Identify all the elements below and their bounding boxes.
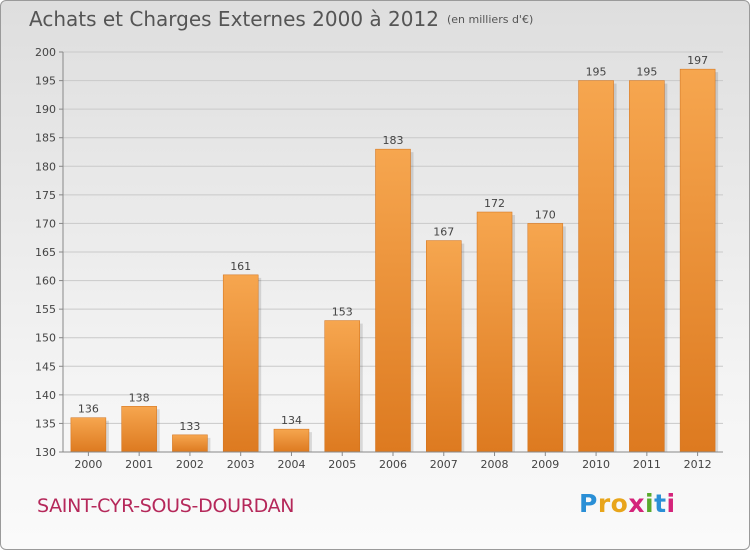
bar-2009 <box>527 223 564 453</box>
y-tick-label: 190 <box>35 103 56 116</box>
unit-subtitle: (en milliers d'€) <box>446 13 534 26</box>
logo-letter: i <box>666 489 676 518</box>
x-tick-label-2005: 2005 <box>328 458 356 471</box>
proxiti-logo: Proxiti <box>579 489 676 518</box>
y-tick-label: 160 <box>35 275 56 288</box>
y-tick-label: 175 <box>35 189 56 202</box>
axes: 130 135 140 145 150 155 160 165 170 175 180 185 190 1… <box>35 46 723 471</box>
value-label-2010: 195 <box>586 66 607 79</box>
y-tick-label: 145 <box>35 360 56 373</box>
title-text: Achats et Charges Externes 2000 à 2012 <box>29 7 439 31</box>
value-label-2002: 133 <box>179 420 200 433</box>
x-tick-label-2012: 2012 <box>684 458 712 471</box>
value-label-2001: 138 <box>129 391 150 404</box>
value-label-2008: 172 <box>484 197 505 210</box>
y-tick-label: 165 <box>35 246 56 259</box>
x-tick-label-2007: 2007 <box>430 458 458 471</box>
y-tick-label: 155 <box>35 303 56 316</box>
location-name: SAINT-CYR-SOUS-DOURDAN <box>37 495 295 517</box>
value-label-2006: 183 <box>383 134 404 147</box>
bar-2005 <box>324 320 360 453</box>
bar-2006 <box>375 148 411 453</box>
x-tick-label-2001: 2001 <box>125 458 153 471</box>
logo-letter: t <box>654 489 667 518</box>
bar-2001 <box>121 406 157 453</box>
x-tick-label-2000: 2000 <box>74 458 102 471</box>
bar-2003 <box>222 274 259 453</box>
value-label-2004: 134 <box>281 414 302 427</box>
logo-letter: r <box>597 489 611 518</box>
y-tick-label: 130 <box>35 446 56 459</box>
x-tick-label-2009: 2009 <box>531 458 559 471</box>
bar-2000 <box>70 417 107 453</box>
bar-2008 <box>476 211 513 453</box>
value-label-2005: 153 <box>332 306 353 319</box>
bars: 136 138 133 161 134 153 183 167 172 170 195 195 197 <box>70 54 719 453</box>
x-tick-label-2004: 2004 <box>277 458 305 471</box>
logo-letter: i <box>645 489 655 518</box>
y-tick-label: 185 <box>35 132 56 145</box>
x-tick-label-2008: 2008 <box>481 458 509 471</box>
bar-2011 <box>629 80 665 453</box>
chart-title: Achats et Charges Externes 2000 à 2012 (e… <box>29 7 533 31</box>
logo-letter: P <box>579 489 598 518</box>
value-label-2007: 167 <box>433 226 454 239</box>
x-tick-label-2003: 2003 <box>227 458 255 471</box>
y-tick-label: 200 <box>35 46 56 59</box>
value-label-2012: 197 <box>687 54 708 67</box>
x-tick-label-2002: 2002 <box>176 458 204 471</box>
value-label-2000: 136 <box>78 403 99 416</box>
bar-2010 <box>578 80 614 453</box>
bar-2012 <box>679 68 716 453</box>
bar-2004 <box>273 428 310 453</box>
value-label-2003: 161 <box>230 260 251 273</box>
bar-2002 <box>172 434 208 453</box>
y-tick-label: 150 <box>35 332 56 345</box>
y-tick-label: 135 <box>35 417 56 430</box>
value-label-2011: 195 <box>636 66 657 79</box>
y-tick-label: 195 <box>35 75 56 88</box>
logo-letter: o <box>610 489 629 518</box>
x-tick-label-2010: 2010 <box>582 458 610 471</box>
y-tick-label: 170 <box>35 217 56 230</box>
y-tick-label: 140 <box>35 389 56 402</box>
value-label-2009: 170 <box>535 208 556 221</box>
x-tick-label-2011: 2011 <box>633 458 661 471</box>
bar-2007 <box>426 240 462 453</box>
y-tick-label: 180 <box>35 160 56 173</box>
logo-letter: x <box>628 489 645 518</box>
x-tick-label-2006: 2006 <box>379 458 407 471</box>
